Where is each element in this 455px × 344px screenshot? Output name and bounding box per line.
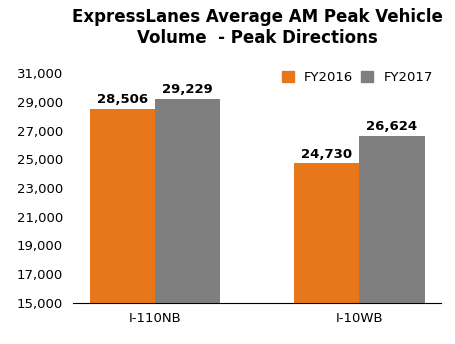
Bar [359, 136, 425, 344]
Text: 26,624: 26,624 [366, 120, 418, 133]
Bar [90, 109, 155, 344]
Title: ExpressLanes Average AM Peak Vehicle
Volume  - Peak Directions: ExpressLanes Average AM Peak Vehicle Vol… [71, 9, 443, 47]
Text: 24,730: 24,730 [301, 148, 352, 161]
Text: 28,506: 28,506 [96, 93, 148, 106]
Bar [294, 163, 359, 344]
Legend: FY2016, FY2017: FY2016, FY2017 [277, 66, 439, 89]
Text: 29,229: 29,229 [162, 83, 213, 96]
Bar [155, 98, 220, 344]
